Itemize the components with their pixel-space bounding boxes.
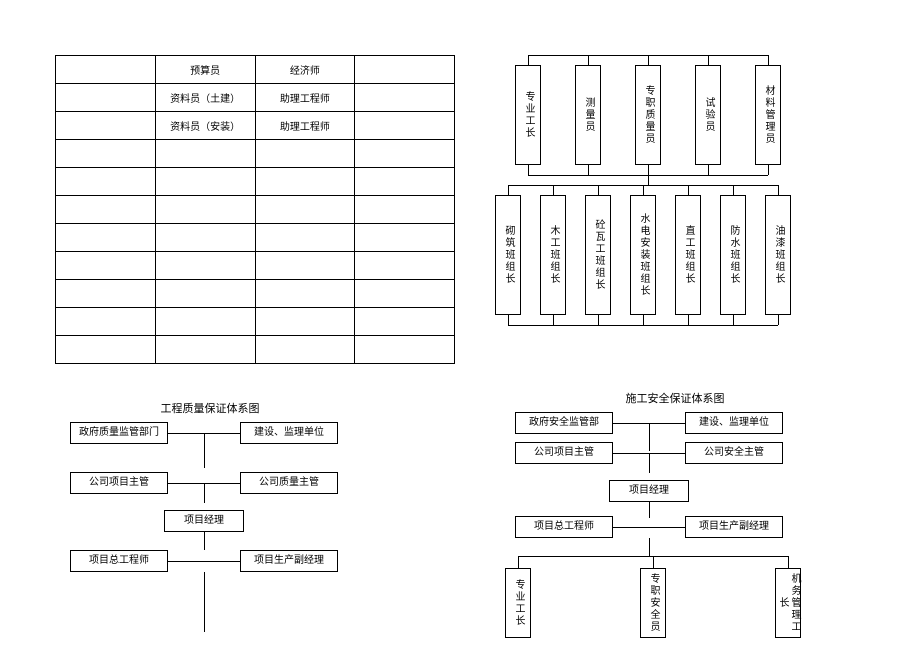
table-cell: [56, 112, 156, 140]
org-node: 公司项目主管: [515, 442, 613, 464]
org-node: 公司安全主管: [685, 442, 783, 464]
org-node: 直工班组长: [675, 195, 701, 315]
org-node: 砼瓦工班组长: [585, 195, 611, 315]
table-cell: [255, 224, 355, 252]
table-cell: [355, 112, 455, 140]
table-cell: [255, 196, 355, 224]
table-cell: [355, 56, 455, 84]
table-cell: [355, 140, 455, 168]
org-node: 专职安全员: [640, 568, 666, 638]
org-node: 机务管理工长: [775, 568, 801, 638]
table-cell: [56, 280, 156, 308]
org-node: 项目生产副经理: [685, 516, 783, 538]
org-node: 专业工长: [505, 568, 531, 638]
table-cell: [56, 56, 156, 84]
org-node: 测量员: [575, 65, 601, 165]
org-node: 项目经理: [609, 480, 689, 502]
table-cell: [355, 336, 455, 364]
org-node: 砌筑班组长: [495, 195, 521, 315]
table-cell: [155, 252, 255, 280]
table-cell: [155, 168, 255, 196]
table-cell: [355, 224, 455, 252]
table-cell: [355, 252, 455, 280]
table-cell: [255, 308, 355, 336]
org-node: 木工班组长: [540, 195, 566, 315]
table-cell: [56, 224, 156, 252]
org-node: 公司质量主管: [240, 472, 338, 494]
org-node: 建设、监理单位: [685, 412, 783, 434]
table-cell: [255, 140, 355, 168]
table-cell: 预算员: [155, 56, 255, 84]
org-node: 政府质量监管部门: [70, 422, 168, 444]
org-node: 项目总工程师: [515, 516, 613, 538]
table-cell: 助理工程师: [255, 112, 355, 140]
table-cell: 经济师: [255, 56, 355, 84]
org-node: 公司项目主管: [70, 472, 168, 494]
org-node: 专业工长: [515, 65, 541, 165]
table-cell: [355, 196, 455, 224]
org-node: 建设、监理单位: [240, 422, 338, 444]
table-cell: [255, 280, 355, 308]
roles-table: 预算员经济师资料员（土建）助理工程师资料员（安装）助理工程师: [55, 55, 455, 364]
org-node: 专职质量员: [635, 65, 661, 165]
table-cell: [155, 308, 255, 336]
table-cell: [56, 140, 156, 168]
table-cell: [355, 308, 455, 336]
table-cell: [255, 168, 355, 196]
table-cell: [56, 252, 156, 280]
org-node: 试验员: [695, 65, 721, 165]
org-node: 政府安全监管部: [515, 412, 613, 434]
table-cell: 助理工程师: [255, 84, 355, 112]
org-node: 项目经理: [164, 510, 244, 532]
table-cell: [155, 280, 255, 308]
org-node: 材料管理员: [755, 65, 781, 165]
table-cell: 资料员（土建）: [155, 84, 255, 112]
table-cell: [56, 308, 156, 336]
table-cell: 资料员（安装）: [155, 112, 255, 140]
table-cell: [355, 84, 455, 112]
table-cell: [355, 280, 455, 308]
table-cell: [56, 336, 156, 364]
org-node: 油漆班组长: [765, 195, 791, 315]
table-cell: [355, 168, 455, 196]
table-cell: [56, 168, 156, 196]
org-node: 防水班组长: [720, 195, 746, 315]
org-node: 项目生产副经理: [240, 550, 338, 572]
table-cell: [255, 252, 355, 280]
chart-title: 施工安全保证体系图: [575, 390, 775, 406]
org-node: 水电安装班组长: [630, 195, 656, 315]
org-node: 项目总工程师: [70, 550, 168, 572]
table-cell: [155, 140, 255, 168]
table-cell: [155, 336, 255, 364]
table-cell: [56, 84, 156, 112]
table-cell: [255, 336, 355, 364]
table-cell: [155, 196, 255, 224]
table-cell: [56, 196, 156, 224]
table-cell: [155, 224, 255, 252]
chart-title: 工程质量保证体系图: [110, 400, 310, 416]
